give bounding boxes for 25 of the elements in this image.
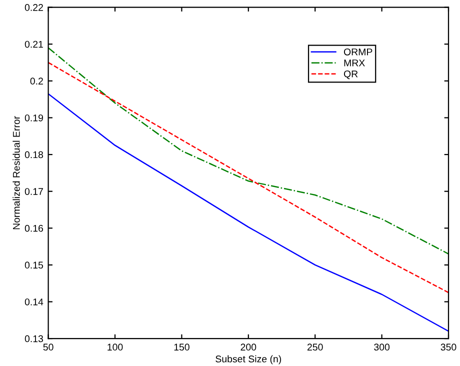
legend-label: MRX xyxy=(344,60,365,66)
line-series xyxy=(48,62,448,294)
y-tick-label: 0.21 xyxy=(24,40,43,48)
x-tick-label: 350 xyxy=(440,344,456,351)
y-tick-label: 0.22 xyxy=(24,4,43,11)
x-axis-title: Subset Size (n) xyxy=(216,355,282,364)
legend-label: QR xyxy=(344,70,358,80)
line-series xyxy=(48,47,448,255)
x-tick-label: 200 xyxy=(240,344,256,351)
y-axis-title: Normalized Residual Error xyxy=(12,116,20,230)
y-tick-label: 0.19 xyxy=(24,114,43,122)
y-tick-label: 0.2 xyxy=(30,78,43,85)
y-tick-label: 0.17 xyxy=(24,188,43,195)
y-tick-label: 0.15 xyxy=(24,262,44,269)
y-tick-label: 0.16 xyxy=(24,224,44,232)
y-tick-label: 0.18 xyxy=(24,151,44,158)
y-tick-label: 0.13 xyxy=(24,335,44,342)
line-series xyxy=(48,93,448,332)
x-tick-label: 250 xyxy=(307,344,323,351)
y-tick-label: 0.14 xyxy=(24,298,44,306)
x-tick-label: 50 xyxy=(43,344,54,351)
x-tick-label: 150 xyxy=(174,344,190,351)
x-tick-label: 300 xyxy=(374,344,390,351)
legend-label: ORMP xyxy=(344,48,372,56)
x-tick-label: 100 xyxy=(108,344,123,351)
